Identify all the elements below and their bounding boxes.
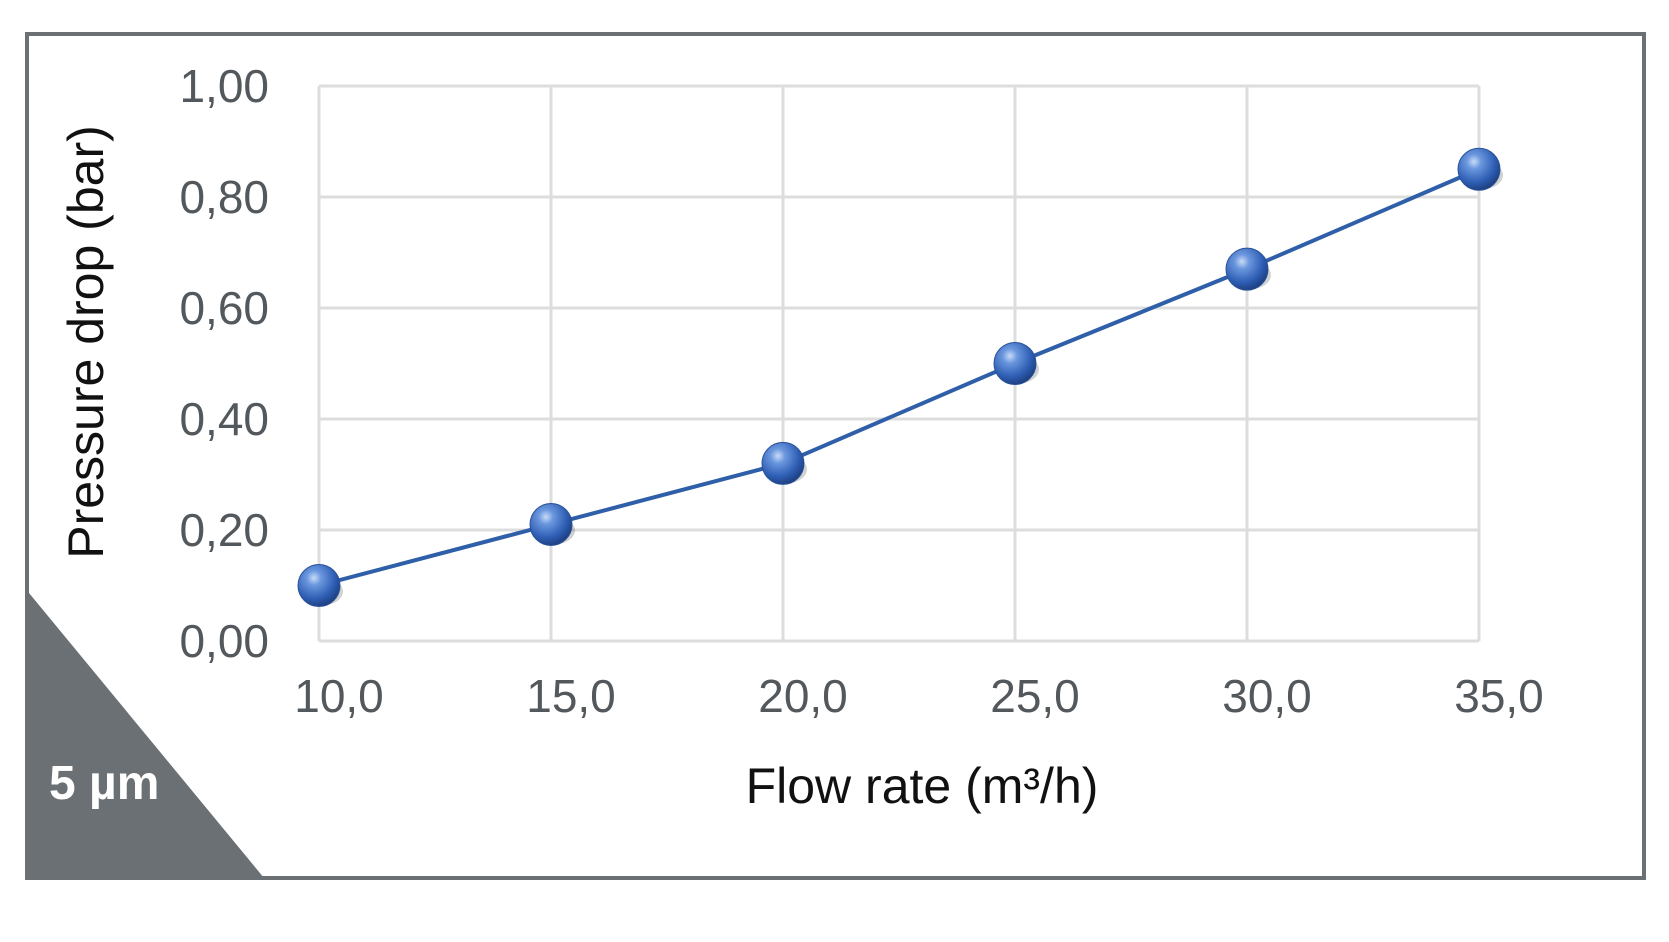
x-tick-label: 20,0 — [758, 670, 848, 722]
data-point — [1225, 247, 1269, 291]
y-tick-label: 0,00 — [179, 615, 269, 667]
badge-label: 5 µm — [49, 757, 159, 810]
grid — [317, 84, 1481, 643]
pressure-drop-chart: 0,00 0,20 0,40 0,60 0,80 1,00 10,0 15,0 20,0 25,… — [29, 60, 1544, 876]
x-tick-label: 15,0 — [526, 670, 616, 722]
series-line — [318, 167, 1480, 588]
x-tick-label: 35,0 — [1454, 670, 1544, 722]
x-tick-label: 25,0 — [990, 670, 1080, 722]
x-tick-label: 30,0 — [1222, 670, 1312, 722]
data-point — [761, 441, 805, 485]
chart-frame: 0,00 0,20 0,40 0,60 0,80 1,00 10,0 15,0 20,0 25,… — [25, 32, 1646, 880]
size-badge: 5 µm — [29, 593, 263, 876]
y-tick-label: 0,80 — [179, 171, 269, 223]
x-axis-ticks: 10,0 15,0 20,0 25,0 30,0 35,0 — [294, 670, 1544, 722]
data-point — [297, 564, 341, 607]
data-point — [993, 342, 1037, 385]
y-axis-ticks: 0,00 0,20 0,40 0,60 0,80 1,00 — [179, 60, 269, 667]
data-point — [1457, 147, 1501, 191]
y-tick-label: 0,20 — [179, 504, 269, 556]
badge-triangle — [29, 593, 263, 876]
data-point — [529, 502, 573, 546]
x-tick-label: 10,0 — [294, 670, 384, 722]
y-tick-label: 0,40 — [179, 393, 269, 445]
x-axis-title: Flow rate (m³/h) — [746, 758, 1099, 814]
y-axis-title: Pressure drop (bar) — [58, 125, 114, 559]
y-tick-label: 0,60 — [179, 282, 269, 334]
y-tick-label: 1,00 — [179, 60, 269, 112]
series-line-layer — [318, 167, 1480, 588]
data-markers — [297, 147, 1503, 607]
